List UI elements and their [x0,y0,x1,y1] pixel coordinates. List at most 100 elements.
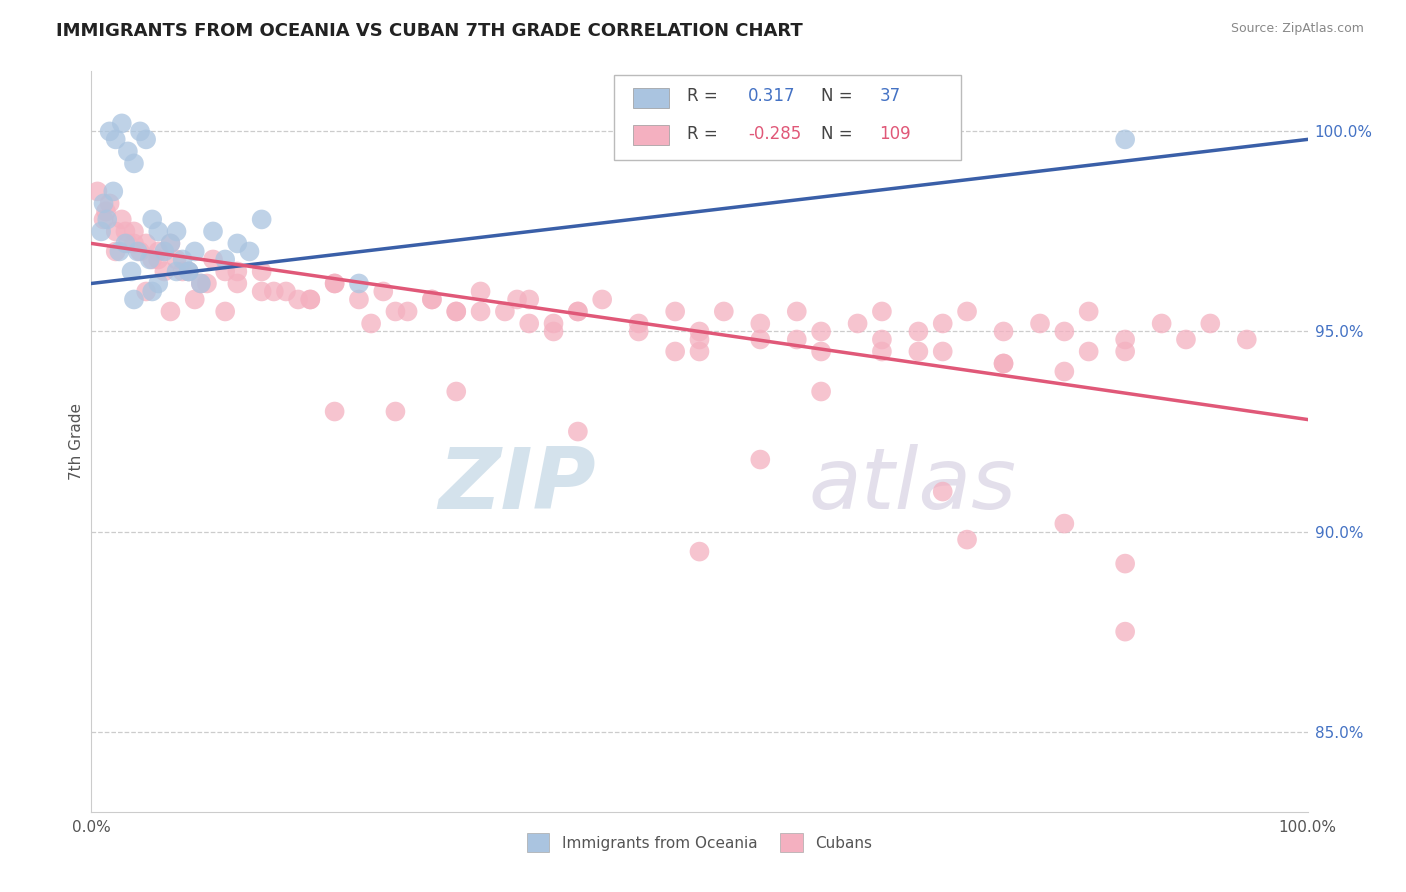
Point [749,317,772,331]
Point [1114,132,1136,146]
Point [543,325,565,339]
Point [470,304,492,318]
Point [664,344,686,359]
Point [94,204,117,219]
Text: N =: N = [821,87,852,104]
Point [323,404,346,418]
Point [323,277,346,291]
Point [214,304,236,318]
Point [153,264,176,278]
Point [114,236,136,251]
Point [98,124,121,138]
Point [846,317,869,331]
Point [127,244,149,259]
Point [323,277,346,291]
Point [139,252,162,267]
Point [591,293,613,307]
Point [786,304,808,318]
FancyBboxPatch shape [633,125,669,145]
Point [135,236,157,251]
Point [111,212,134,227]
Point [148,244,170,259]
Point [190,277,212,291]
Point [172,264,194,278]
Point [993,325,1015,339]
Point [1114,624,1136,639]
Text: 0.317: 0.317 [748,87,796,104]
Point [114,224,136,238]
Point [1053,325,1076,339]
Text: atlas: atlas [808,444,1017,527]
FancyBboxPatch shape [614,75,960,161]
Point [993,357,1015,371]
Point [190,277,212,291]
Point [214,264,236,278]
Point [870,344,893,359]
Point [420,293,443,307]
Point [1114,333,1136,347]
Point [396,304,419,318]
Point [250,264,273,278]
Point [238,244,260,259]
FancyBboxPatch shape [633,87,669,109]
Point [202,252,225,267]
Point [810,344,832,359]
Point [117,145,139,159]
Point [141,285,163,299]
Point [226,277,249,291]
Point [749,333,772,347]
Point [226,264,249,278]
Point [135,132,157,146]
Point [177,264,200,278]
Point [129,244,152,259]
Point [184,293,207,307]
Point [195,277,218,291]
Point [86,185,108,199]
Point [470,285,492,299]
Point [567,304,589,318]
Text: R =: R = [688,87,718,104]
Point [907,325,929,339]
Point [141,212,163,227]
Point [870,333,893,347]
Point [299,293,322,307]
Point [567,425,589,439]
Point [177,264,200,278]
Point [444,304,467,318]
Text: 37: 37 [880,87,901,104]
Point [688,333,710,347]
Point [870,304,893,318]
Point [148,252,170,267]
Point [931,344,953,359]
Point [373,285,395,299]
Legend: Immigrants from Oceania, Cubans: Immigrants from Oceania, Cubans [519,826,880,860]
Point [166,252,188,267]
Point [93,196,115,211]
Text: 109: 109 [880,125,911,144]
Point [810,384,832,399]
Point [96,212,118,227]
Point [956,304,979,318]
Point [122,236,145,251]
Point [993,357,1015,371]
Point [166,224,188,238]
Point [1236,333,1258,347]
Y-axis label: 7th Grade: 7th Grade [69,403,84,480]
Point [384,304,406,318]
Text: -0.285: -0.285 [748,125,801,144]
Point [1029,317,1052,331]
Point [1077,304,1099,318]
Point [688,344,710,359]
Point [153,244,176,259]
Text: ZIP: ZIP [439,444,596,527]
Point [444,304,467,318]
Text: R =: R = [688,125,718,144]
Text: Source: ZipAtlas.com: Source: ZipAtlas.com [1230,22,1364,36]
Point [299,293,322,307]
Point [543,317,565,331]
Point [688,325,710,339]
Point [159,236,181,251]
Point [713,304,735,318]
Point [135,285,157,299]
Point [384,404,406,418]
